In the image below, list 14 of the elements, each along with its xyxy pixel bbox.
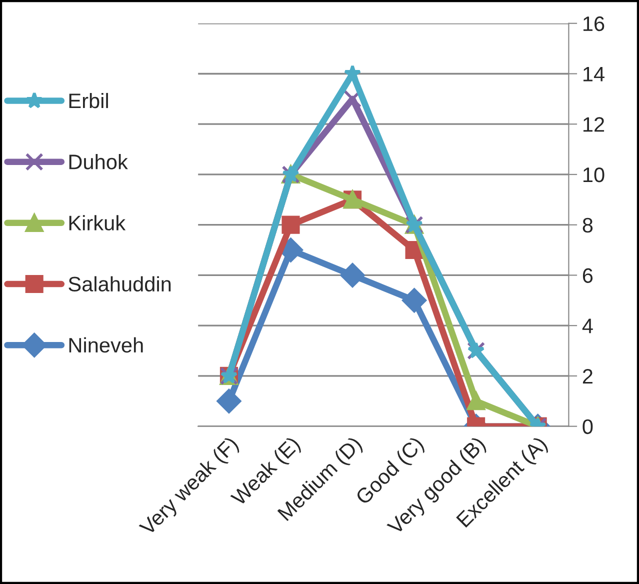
y-tick-label: 16 xyxy=(583,16,604,32)
y-tick-label: 0 xyxy=(582,419,593,434)
y-tick-label: 8 xyxy=(582,218,593,233)
y-tick-label: 12 xyxy=(583,117,604,132)
y-tick-label: 4 xyxy=(582,318,593,334)
legend-label: Duhok xyxy=(69,154,128,170)
y-tick-label: 2 xyxy=(582,368,592,384)
legend-label: Erbil xyxy=(69,92,108,108)
legend-label: Salahuddin xyxy=(68,276,171,292)
legend-label: Kirkuk xyxy=(69,215,126,230)
y-tick-label: 14 xyxy=(583,66,604,82)
y-tick-label: 6 xyxy=(582,268,593,283)
y-tick-label: 10 xyxy=(583,167,604,182)
legend-label: Nineveh xyxy=(69,337,143,353)
